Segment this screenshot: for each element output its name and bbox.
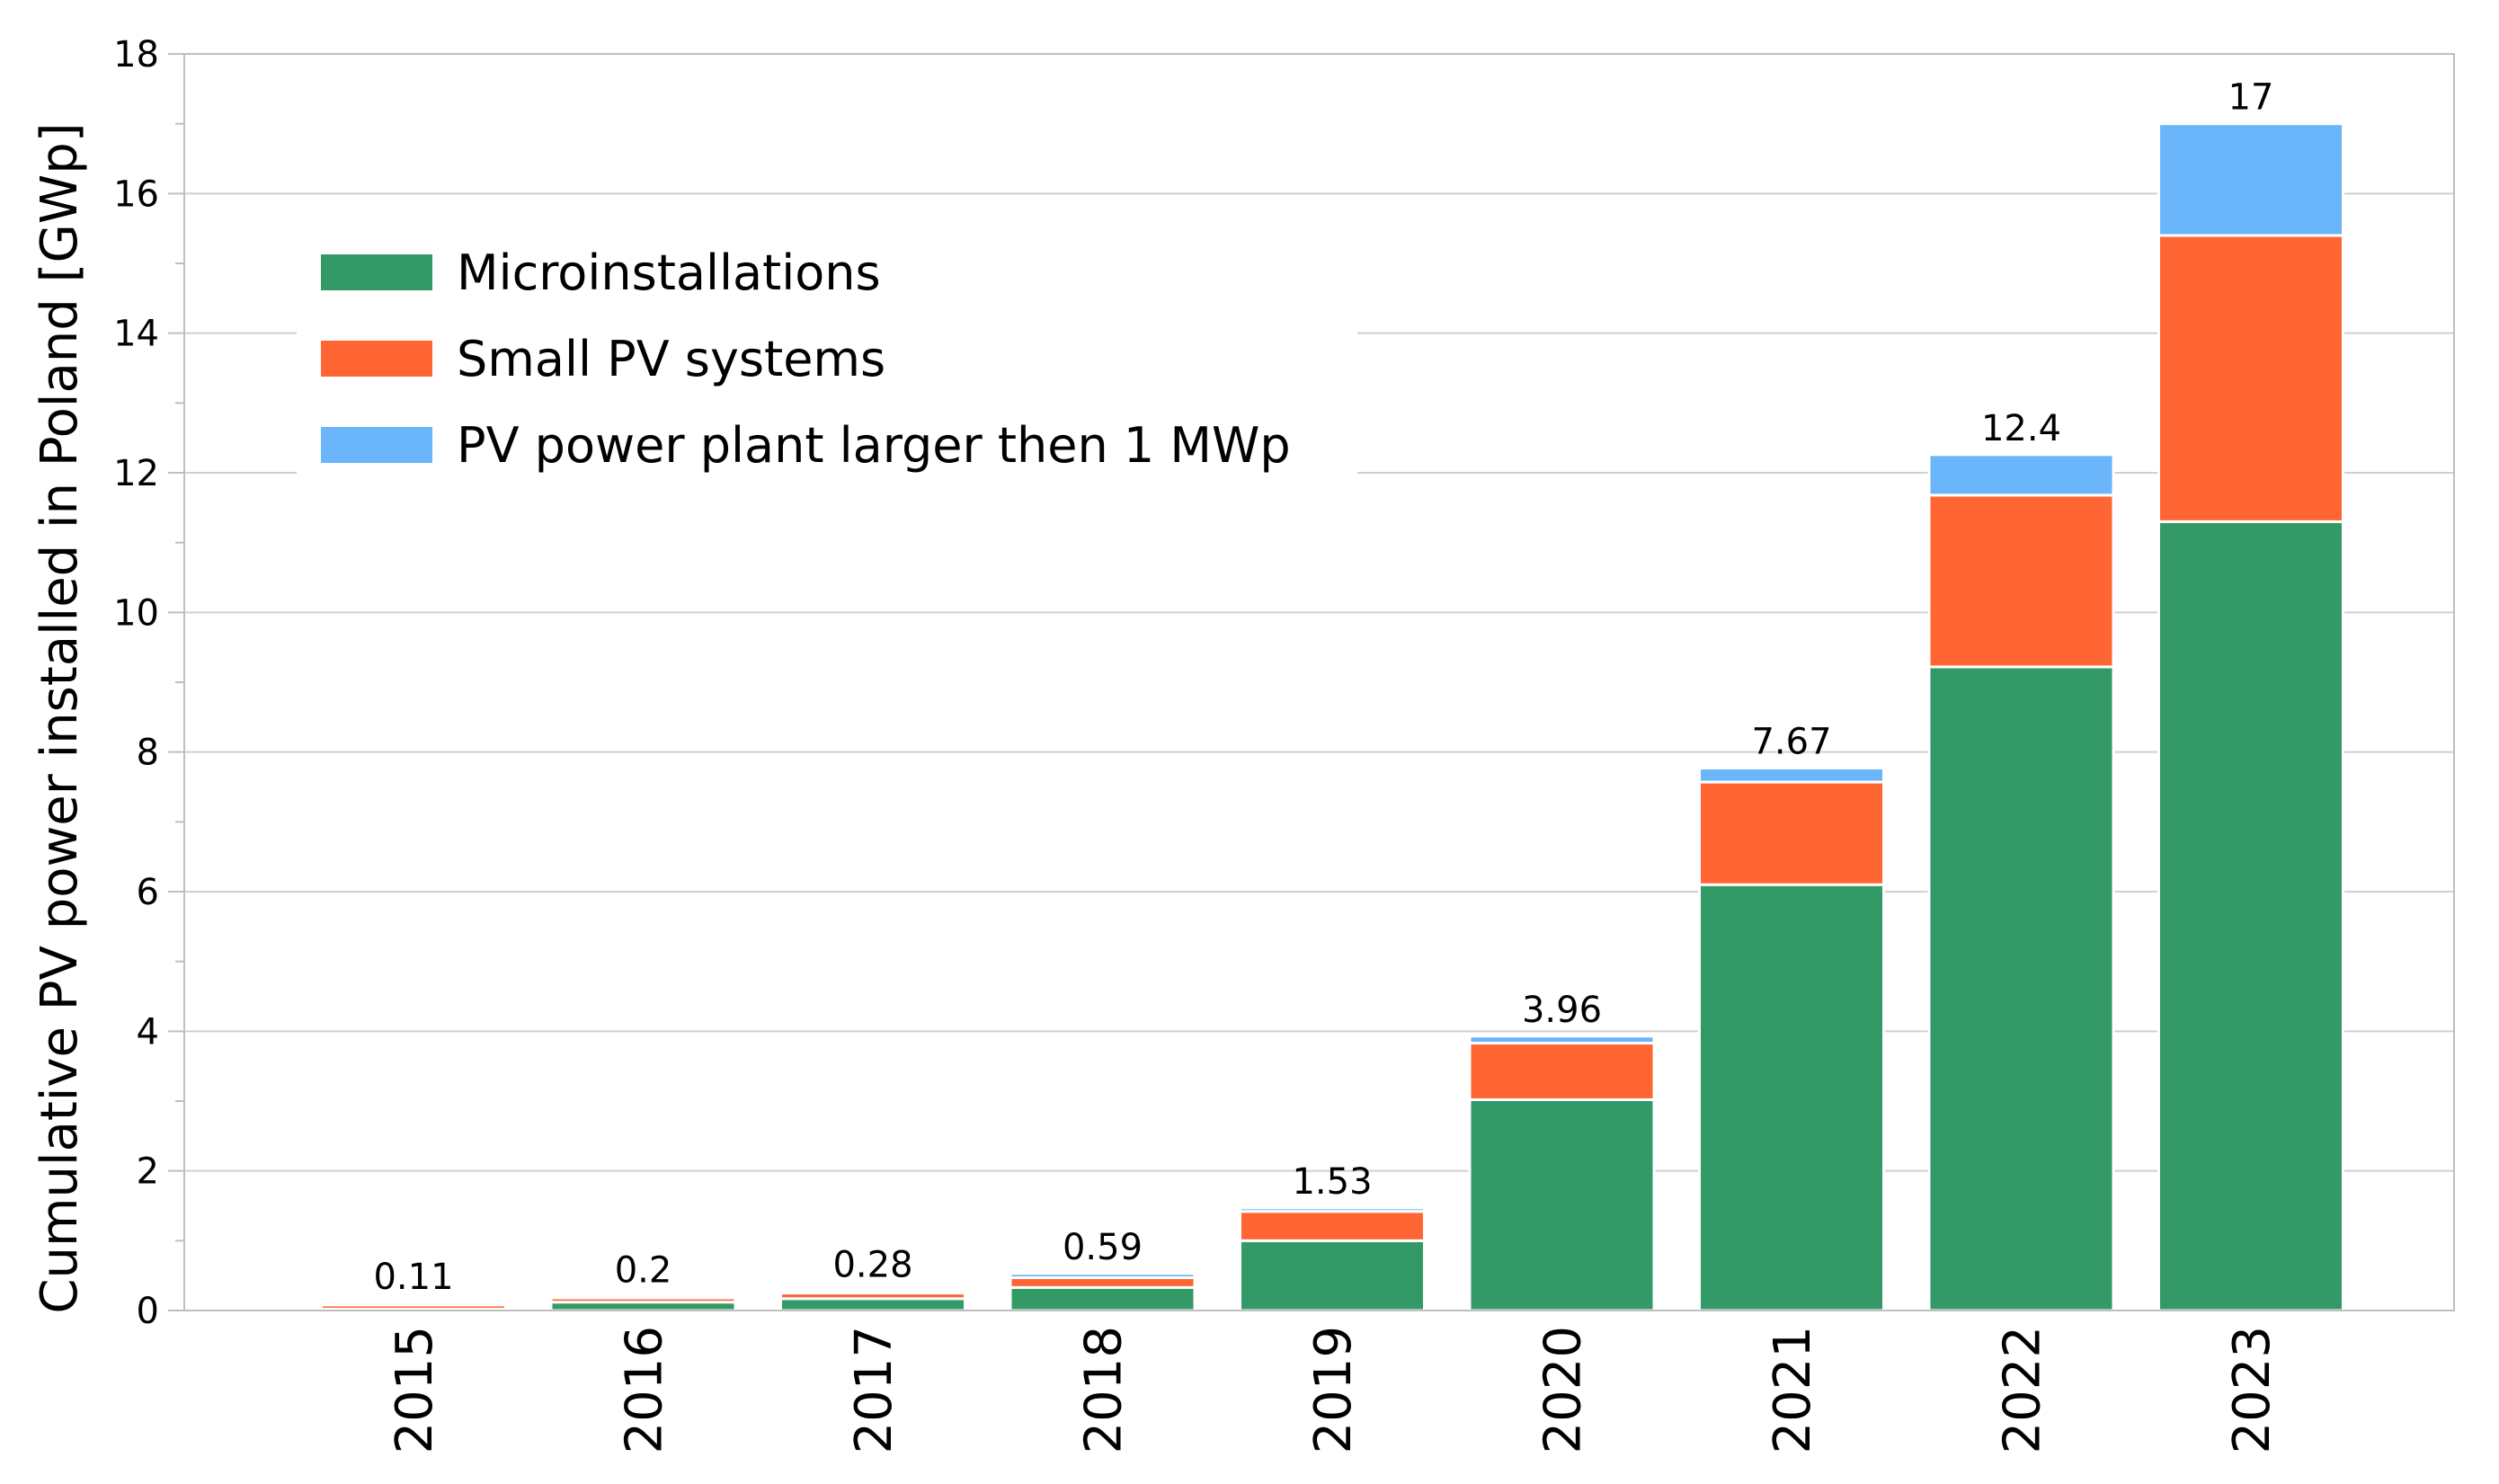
bar-2020-series-0 bbox=[1468, 1097, 1656, 1312]
bar-2023-series-1 bbox=[2157, 234, 2344, 523]
x-tick-label: 2022 bbox=[1994, 1326, 2052, 1454]
bar-2019-series-0 bbox=[1239, 1239, 1426, 1312]
bar-2022-series-1 bbox=[1927, 493, 2115, 669]
x-tick-label: 2020 bbox=[1534, 1326, 1593, 1454]
y-tick-label: 16 bbox=[113, 173, 159, 215]
bar-2017-series-0 bbox=[779, 1297, 966, 1312]
y-tick-label: 6 bbox=[137, 872, 159, 913]
legend-label: Microinstallations bbox=[457, 244, 881, 301]
bar-2016-series-2 bbox=[549, 1294, 737, 1300]
y-tick-label: 14 bbox=[113, 314, 159, 355]
labels: 0 2 4 6 8 10 12 14 16 18 0.11 2015 0.2 2016 0.28 2017 0.… bbox=[31, 34, 2281, 1454]
y-tick-label: 2 bbox=[137, 1151, 159, 1193]
x-tick-label: 2016 bbox=[616, 1326, 674, 1454]
total-label-2019: 1.53 bbox=[1292, 1161, 1372, 1203]
legend-background bbox=[297, 225, 1357, 494]
x-tick-label: 2018 bbox=[1075, 1326, 1134, 1454]
bar-2015-series-2 bbox=[320, 1302, 507, 1307]
x-tick-label: 2021 bbox=[1764, 1326, 1822, 1454]
legend-swatch bbox=[321, 341, 432, 377]
x-tick-label: 2019 bbox=[1304, 1326, 1363, 1454]
total-label-2020: 3.96 bbox=[1522, 990, 1602, 1031]
x-tick-label: 2017 bbox=[845, 1326, 903, 1454]
bar-2020-series-1 bbox=[1468, 1042, 1656, 1101]
y-tick-label: 12 bbox=[113, 453, 159, 494]
bar-2018-series-0 bbox=[1009, 1285, 1196, 1312]
y-tick-label: 8 bbox=[137, 733, 159, 774]
total-label-2021: 7.67 bbox=[1751, 722, 1831, 763]
bar-stacks bbox=[320, 122, 2344, 1312]
total-label-2018: 0.59 bbox=[1063, 1227, 1143, 1268]
x-tick-label: 2023 bbox=[2223, 1326, 2281, 1454]
legend-swatch bbox=[321, 254, 432, 290]
y-tick-label: 18 bbox=[113, 34, 159, 76]
bar-2018-series-2 bbox=[1009, 1272, 1196, 1279]
bar-2021-series-0 bbox=[1698, 883, 1885, 1312]
bar-2022-series-0 bbox=[1927, 665, 2115, 1312]
y-tick-label: 0 bbox=[137, 1291, 159, 1332]
axes bbox=[168, 53, 2455, 1311]
total-label-2017: 0.28 bbox=[832, 1244, 912, 1285]
bar-2023-series-2 bbox=[2157, 122, 2344, 237]
total-label-2016: 0.2 bbox=[615, 1249, 672, 1291]
total-label-2015: 0.11 bbox=[373, 1257, 453, 1298]
legend-swatch bbox=[321, 427, 432, 463]
total-label-2023: 17 bbox=[2228, 77, 2274, 119]
y-tick-label: 10 bbox=[113, 592, 159, 634]
bar-2020-series-2 bbox=[1468, 1035, 1656, 1045]
total-label-2022: 12.4 bbox=[1981, 408, 2061, 449]
x-tick-label: 2015 bbox=[386, 1326, 444, 1454]
bar-2021-series-1 bbox=[1698, 780, 1885, 886]
y-axis-title: Cumulative PV power installed in Poland … bbox=[31, 122, 89, 1313]
legend: Microinstallations Small PV systems PV pow… bbox=[297, 225, 1357, 494]
y-tick-label: 4 bbox=[137, 1011, 159, 1053]
legend-label: Small PV systems bbox=[457, 331, 885, 387]
legend-label: PV power plant larger then 1 MWp bbox=[457, 417, 1291, 474]
bar-2018-series-1 bbox=[1009, 1275, 1196, 1289]
bar-2019-series-2 bbox=[1239, 1206, 1426, 1213]
bar-2019-series-1 bbox=[1239, 1210, 1426, 1242]
bar-2023-series-0 bbox=[2157, 520, 2344, 1312]
bar-2017-series-2 bbox=[779, 1289, 966, 1295]
bar-2022-series-2 bbox=[1927, 453, 2115, 497]
bar-2021-series-2 bbox=[1698, 767, 1885, 784]
